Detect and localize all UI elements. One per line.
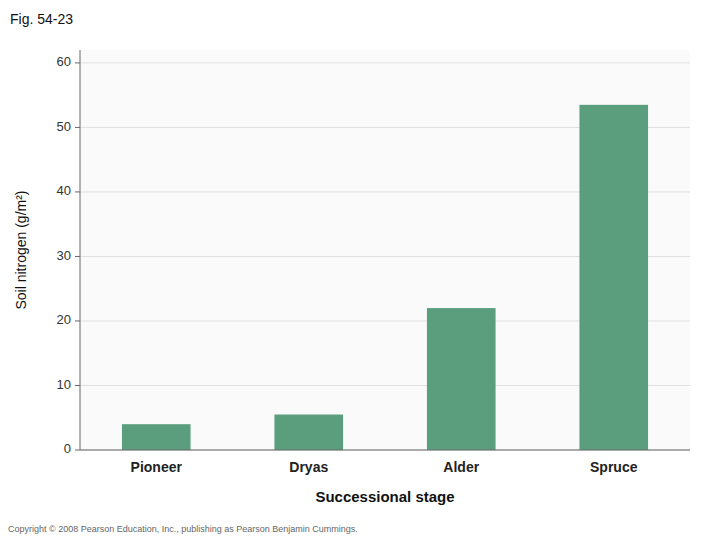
y-tick-label: 40	[57, 183, 71, 198]
y-tick-label: 30	[57, 248, 71, 263]
y-axis: 0 10 20 30 40 50 60	[57, 50, 80, 456]
y-axis-title: Soil nitrogen (g/m²)	[13, 190, 29, 309]
plot-background	[80, 50, 690, 450]
y-tick	[75, 320, 80, 321]
grid	[80, 63, 690, 450]
y-tick	[75, 127, 80, 128]
y-tick-label: 50	[57, 119, 71, 134]
x-tick-label: Dryas	[289, 459, 328, 475]
grid-line	[80, 450, 690, 451]
x-tick-label: Alder	[443, 459, 479, 475]
bar	[122, 424, 191, 450]
x-axis: Pioneer Dryas Alder Spruce	[80, 450, 690, 475]
bars	[122, 105, 648, 450]
chart-container: 0 10 20 30 40 50 60 Pioneer Dryas Alder Spruce Succ…	[0, 0, 720, 540]
bar	[579, 105, 648, 450]
bar	[274, 415, 343, 450]
y-tick-label: 10	[57, 377, 71, 392]
grid-line	[80, 62, 690, 63]
annotation: Copyright © 2008 Pearson Education, Inc.…	[8, 524, 358, 534]
y-tick-label: 60	[57, 54, 71, 69]
x-tick-label: Spruce	[590, 459, 638, 475]
y-tick	[75, 62, 80, 63]
bar	[427, 308, 496, 450]
y-tick-label: 20	[57, 312, 71, 327]
chart-title: Fig. 54-23	[10, 11, 73, 27]
x-tick-label: Pioneer	[131, 459, 183, 475]
y-tick	[75, 191, 80, 192]
y-tick	[75, 256, 80, 257]
y-tick-label: 0	[64, 441, 71, 456]
x-axis-title: Successional stage	[315, 488, 454, 505]
chart-svg: 0 10 20 30 40 50 60 Pioneer Dryas Alder Spruce Succ…	[0, 0, 720, 540]
y-tick	[75, 450, 80, 451]
x-axis-line	[80, 450, 690, 451]
y-axis-line	[80, 50, 81, 450]
y-tick	[75, 385, 80, 386]
